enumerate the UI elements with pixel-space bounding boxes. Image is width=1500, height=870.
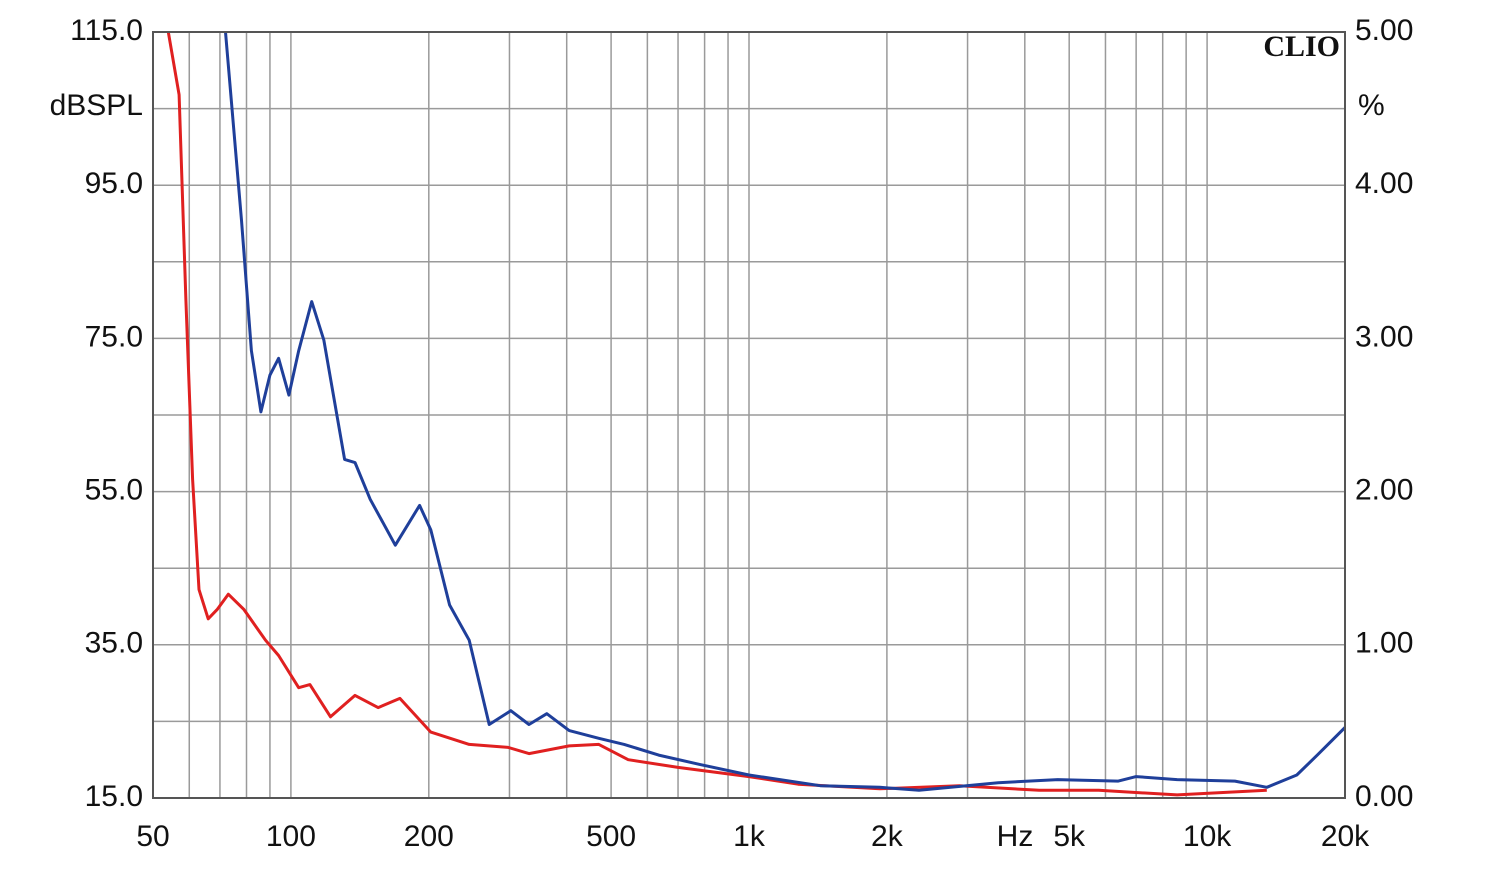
y-axis-label: dBSPL: [50, 89, 143, 122]
x-tick-label: 2k: [871, 820, 904, 853]
y2-tick-label: 3.00: [1355, 320, 1413, 353]
plot-frame: [152, 31, 1346, 799]
x-tick-label: 5k: [1053, 820, 1086, 853]
x-axis-label: Hz: [997, 820, 1034, 853]
y2-tick-label: 5.00: [1355, 14, 1413, 47]
y-tick-label: 75.0: [85, 320, 143, 353]
x-tick-label: 20k: [1321, 820, 1370, 853]
y-tick-label: 55.0: [85, 474, 143, 507]
y2-tick-label: 4.00: [1355, 167, 1413, 200]
y2-tick-label: 0.00: [1355, 780, 1413, 813]
series-line: [224, 32, 1345, 792]
grid: [152, 31, 1346, 799]
x-tick-label: 10k: [1183, 820, 1232, 853]
plot-area: [166, 32, 1345, 797]
brand: CLIO: [1263, 30, 1340, 63]
y-tick-label: 35.0: [85, 627, 143, 660]
series-line: [166, 32, 1267, 797]
x-tick-label: 1k: [733, 820, 766, 853]
y2-axis-label: %: [1358, 89, 1385, 122]
y-tick-label: 15.0: [85, 780, 143, 813]
y-tick-label: 115.0: [70, 14, 143, 47]
x-tick-label: 50: [136, 820, 169, 853]
x-tick-label: 100: [266, 820, 316, 853]
y-tick-label: 95.0: [85, 167, 143, 200]
x-tick-label: 500: [586, 820, 636, 853]
y2-tick-label: 1.00: [1355, 627, 1413, 660]
x-tick-label: 200: [404, 820, 454, 853]
y2-tick-label: 2.00: [1355, 474, 1413, 507]
